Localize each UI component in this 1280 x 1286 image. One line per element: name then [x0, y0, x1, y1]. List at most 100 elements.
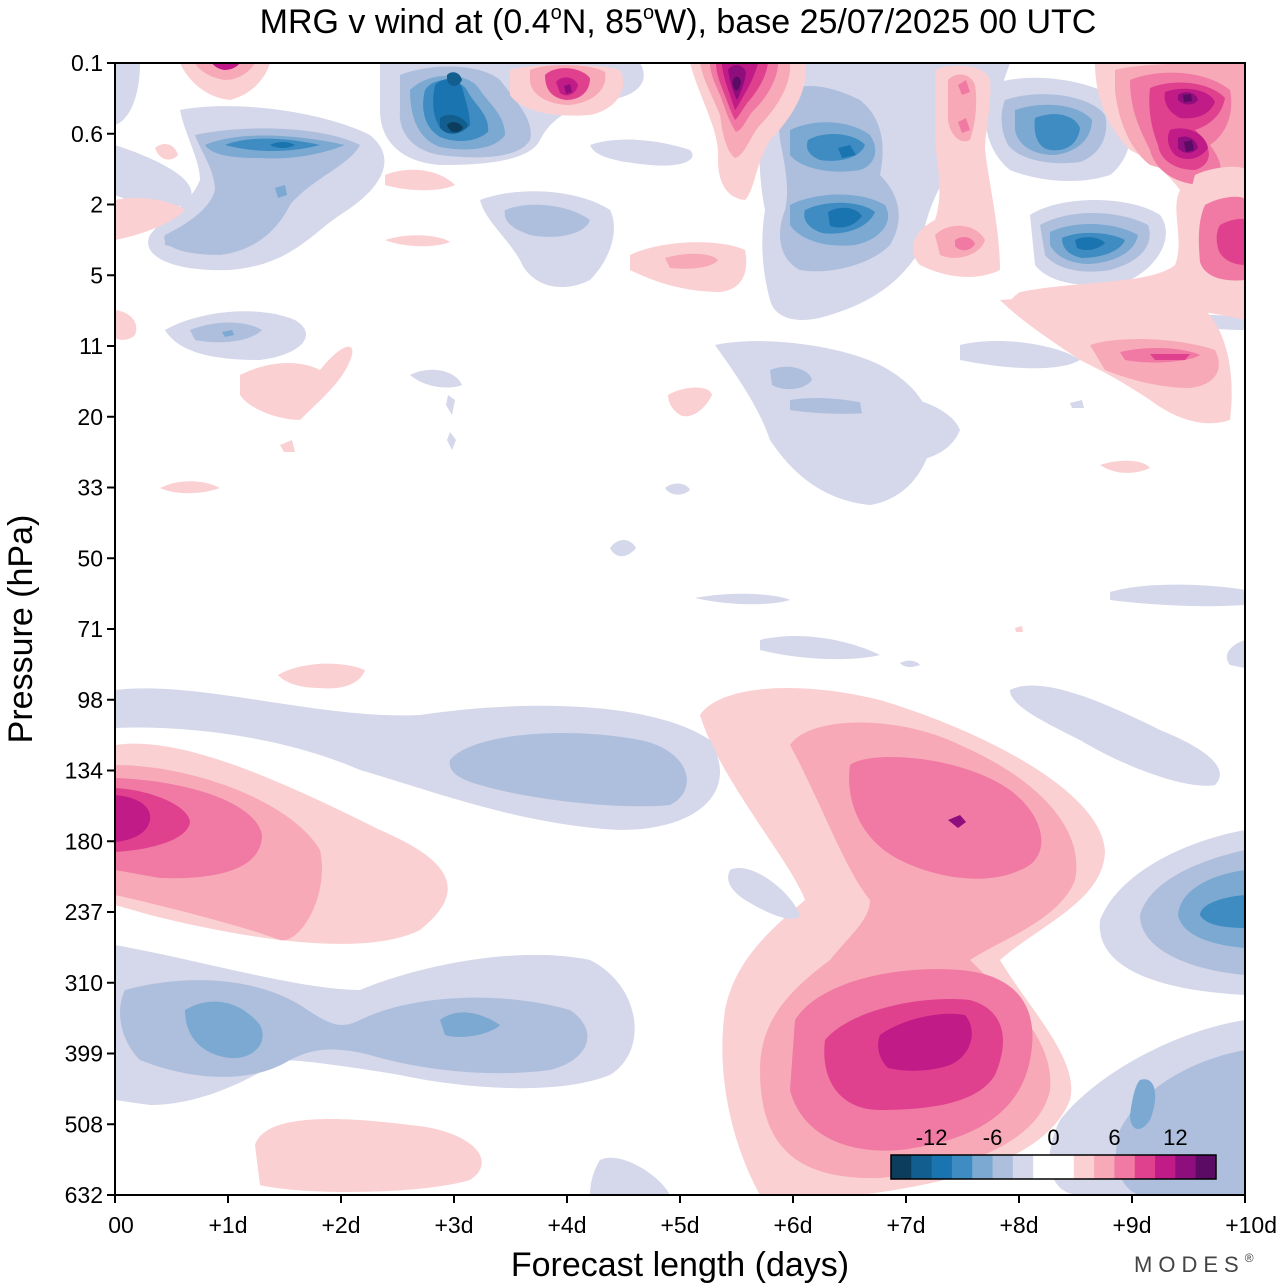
contour-pos-14 [180, 63, 270, 100]
y-tick-label: 71 [77, 616, 103, 642]
contour-neg-28 [960, 340, 1080, 369]
contour-neg-32 [1070, 400, 1084, 408]
y-tick-label: 632 [65, 1182, 103, 1208]
contour-pos-56 [1183, 94, 1192, 102]
colorbar-swatch [1155, 1155, 1176, 1179]
contour-neg-4 [440, 1012, 500, 1037]
contour-neg-24 [715, 341, 933, 505]
chart-title: MRG v wind at (0.4oN, 85oW), base 25/07/… [260, 2, 1097, 41]
y-tick-label: 50 [77, 545, 103, 571]
contour-pos-24 [280, 440, 295, 452]
colorbar-swatch [1094, 1155, 1115, 1179]
contour-neg-20 [1110, 584, 1245, 607]
x-tick-label: +6d [773, 1212, 812, 1238]
contour-pos-65 [1015, 626, 1023, 632]
contour-neg-3 [185, 1001, 263, 1059]
x-tick-label: +8d [999, 1212, 1038, 1238]
contour-pos-18 [115, 198, 185, 240]
colorbar-tick-label: -12 [916, 1125, 948, 1150]
x-tick-label: +9d [1112, 1212, 1151, 1238]
contour-neg-53 [447, 72, 462, 86]
contour-neg-27 [860, 394, 960, 462]
colorbar-swatch [1175, 1155, 1197, 1179]
brand-logo: MODES® [1134, 1251, 1260, 1277]
colorbar-swatch [931, 1155, 953, 1179]
contour-pos-23 [160, 481, 220, 494]
contour-pos-25 [278, 663, 365, 689]
contour-neg-68 [1034, 114, 1080, 151]
contour-neg-18 [695, 593, 790, 605]
colorbar-swatch [1053, 1155, 1075, 1179]
contour-pos-13 [948, 815, 966, 828]
x-axis: 00 +1d +2d +3d +4d +5d +6d +7d +8d +9d +10d [108, 1195, 1277, 1238]
y-tick-label: 20 [77, 404, 103, 430]
contour-pos-19 [115, 310, 137, 340]
x-tick-label: +1d [208, 1212, 247, 1238]
x-tick-label: +3d [434, 1212, 473, 1238]
x-tick-label: +5d [660, 1212, 699, 1238]
contour-field [115, 63, 1245, 1195]
colorbar-swatch [1195, 1155, 1217, 1179]
colorbar-swatch [911, 1155, 933, 1179]
contour-neg-42 [165, 228, 245, 250]
contour-pos-17 [155, 144, 178, 160]
contour-neg-29 [410, 369, 462, 388]
contour-neg-15 [1226, 640, 1245, 668]
y-tick-label: 98 [77, 687, 103, 713]
contour-pos-63 [1150, 354, 1190, 360]
y-tick-label: 0.1 [71, 50, 103, 76]
colorbar-swatch [1134, 1155, 1156, 1179]
colorbar-swatch [1073, 1155, 1095, 1179]
contour-pos-55 [1184, 140, 1194, 152]
contour-pos-33 [564, 84, 572, 94]
contour-neg-23 [900, 660, 920, 668]
x-tick-label: +4d [547, 1212, 586, 1238]
contour-neg-73 [1075, 237, 1105, 251]
x-tick-label: +7d [886, 1212, 925, 1238]
colorbar-swatch [951, 1155, 973, 1179]
contour-neg-25 [770, 366, 812, 390]
contour-pos-44 [958, 118, 970, 133]
contour-pos-15 [195, 63, 255, 80]
contour-neg-10 [1200, 895, 1245, 928]
contour-pos-12 [878, 1013, 972, 1071]
contour-pos-21 [385, 235, 450, 247]
contour-pos-40 [732, 76, 741, 91]
y-tick-label: 33 [77, 475, 103, 501]
y-tick-label: 134 [65, 758, 104, 784]
colorbar-swatch [1114, 1155, 1136, 1179]
contour-neg-22 [665, 483, 690, 495]
contour-neg-6 [449, 732, 687, 807]
contour-pos-43 [958, 80, 970, 95]
contour-neg-31 [447, 432, 456, 450]
contour-neg-19 [760, 635, 880, 660]
contour-pos-26 [668, 387, 712, 417]
contour-neg-35 [115, 145, 192, 208]
contour-pos-59 [1216, 218, 1245, 265]
contour-neg-30 [446, 395, 455, 415]
colorbar-swatch [972, 1155, 993, 1179]
colorbar-tick-label: 6 [1108, 1125, 1120, 1150]
colorbar-tick-label: 0 [1047, 1125, 1059, 1150]
y-tick-label: 237 [65, 899, 103, 925]
y-tick-label: 5 [90, 262, 103, 288]
y-tick-label: 2 [90, 192, 103, 218]
contour-pos-61 [1090, 338, 1219, 388]
y-axis: 0.1 0.6 2 5 11 20 33 50 71 98 134 180 237 310 399 508 63… [65, 50, 115, 1208]
contour-neg-55 [504, 204, 590, 237]
contour-pos-28 [665, 253, 718, 269]
x-axis-label: Forecast length (days) [511, 1246, 849, 1284]
colorbar-swatch [992, 1155, 1014, 1179]
contour-pos-6 [255, 1119, 482, 1192]
colorbar-frame [890, 1154, 1217, 1180]
y-tick-label: 0.6 [71, 121, 103, 147]
contour-pos-41 [912, 65, 1000, 277]
contour-neg-37 [164, 128, 360, 255]
contour-neg-52 [447, 122, 463, 133]
colorbar: -12 -6 0 6 12 [890, 1125, 1217, 1180]
contour-pos-9 [849, 757, 1042, 879]
y-tick-label: 11 [79, 333, 103, 359]
colorbar-tick-label: -6 [983, 1125, 1003, 1150]
contour-neg-64 [828, 207, 862, 228]
